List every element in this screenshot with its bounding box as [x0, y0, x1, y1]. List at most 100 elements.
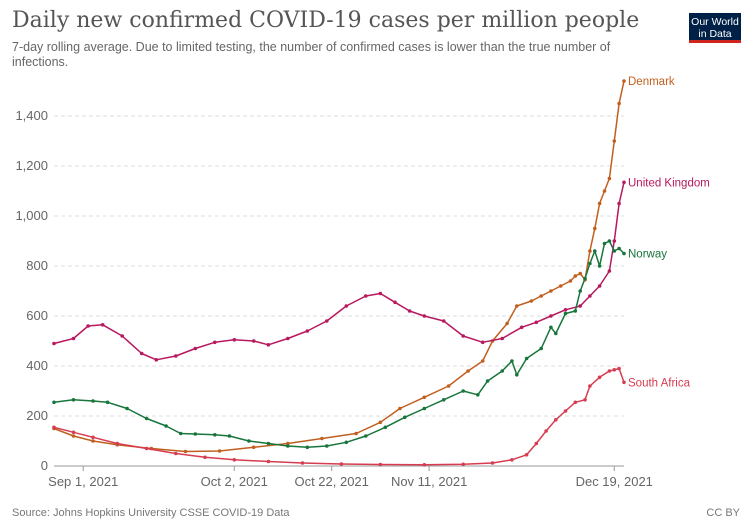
data-point[interactable] [597, 375, 602, 380]
series-line-united-kingdom[interactable] [53, 182, 625, 361]
series-line-south-africa[interactable] [53, 367, 625, 466]
data-point[interactable] [612, 239, 617, 243]
data-point[interactable] [251, 339, 256, 343]
data-point[interactable] [510, 359, 514, 363]
data-point[interactable] [534, 320, 539, 325]
data-point[interactable] [174, 354, 178, 358]
data-point[interactable] [344, 304, 349, 308]
data-point[interactable] [524, 453, 529, 457]
data-point[interactable] [213, 340, 217, 345]
data-point[interactable] [461, 334, 466, 338]
data-point[interactable] [286, 444, 290, 448]
data-point[interactable] [403, 415, 407, 420]
data-point[interactable] [193, 432, 198, 436]
data-point[interactable] [100, 323, 105, 327]
data-point[interactable] [461, 462, 466, 467]
data-point[interactable] [578, 271, 582, 276]
data-point[interactable] [490, 461, 495, 465]
data-point[interactable] [602, 189, 607, 193]
data-point[interactable] [519, 325, 524, 330]
data-point[interactable] [485, 379, 490, 383]
data-point[interactable] [554, 418, 558, 422]
data-point[interactable] [588, 249, 592, 253]
data-point[interactable] [213, 433, 217, 437]
data-point[interactable] [217, 449, 222, 453]
data-point[interactable] [422, 406, 427, 411]
data-point[interactable] [588, 261, 592, 266]
data-point[interactable] [139, 351, 144, 356]
data-point[interactable] [441, 398, 446, 402]
data-point[interactable] [622, 380, 626, 385]
data-point[interactable] [607, 176, 612, 181]
data-point[interactable] [573, 274, 578, 278]
data-point[interactable] [71, 336, 76, 341]
data-point[interactable] [480, 340, 485, 345]
data-point[interactable] [266, 343, 271, 347]
data-point[interactable] [383, 425, 388, 430]
data-point[interactable] [364, 294, 368, 298]
data-point[interactable] [407, 309, 412, 313]
data-point[interactable] [91, 435, 95, 440]
data-point[interactable] [578, 289, 582, 293]
data-point[interactable] [305, 329, 310, 333]
data-point[interactable] [617, 201, 621, 206]
data-point[interactable] [597, 201, 602, 206]
data-point[interactable] [500, 369, 505, 373]
data-point[interactable] [617, 101, 621, 106]
data-point[interactable] [286, 336, 290, 341]
data-point[interactable] [612, 139, 617, 143]
data-point[interactable] [266, 459, 271, 464]
data-point[interactable] [125, 406, 129, 411]
data-point[interactable] [524, 356, 529, 361]
data-point[interactable] [563, 308, 568, 312]
data-point[interactable] [602, 241, 607, 246]
data-point[interactable] [476, 393, 480, 397]
data-point[interactable] [91, 399, 95, 403]
data-point[interactable] [422, 463, 427, 467]
data-point[interactable] [178, 431, 183, 436]
data-point[interactable] [563, 311, 568, 316]
data-point[interactable] [461, 389, 466, 393]
data-point[interactable] [549, 325, 553, 330]
data-point[interactable] [446, 384, 451, 388]
data-point[interactable] [549, 289, 553, 293]
data-point[interactable] [247, 439, 251, 443]
data-point[interactable] [354, 431, 358, 436]
data-point[interactable] [515, 373, 519, 377]
data-point[interactable] [227, 434, 232, 438]
data-point[interactable] [558, 284, 563, 288]
data-point[interactable] [320, 436, 324, 441]
data-point[interactable] [71, 398, 76, 402]
data-point[interactable] [544, 429, 548, 433]
data-point[interactable] [529, 299, 534, 303]
data-point[interactable] [612, 249, 617, 253]
data-point[interactable] [71, 430, 76, 435]
data-point[interactable] [305, 445, 310, 450]
data-point[interactable] [466, 369, 470, 373]
data-point[interactable] [378, 420, 383, 425]
data-point[interactable] [573, 400, 578, 405]
data-point[interactable] [422, 395, 427, 400]
data-point[interactable] [622, 79, 626, 83]
data-point[interactable] [441, 319, 446, 323]
data-point[interactable] [266, 441, 271, 446]
data-point[interactable] [583, 276, 587, 281]
data-point[interactable] [505, 321, 509, 326]
series-line-norway[interactable] [53, 240, 625, 449]
data-point[interactable] [607, 269, 612, 273]
data-point[interactable] [52, 425, 56, 430]
data-point[interactable] [120, 334, 124, 338]
series-label-denmark[interactable]: Denmark [628, 76, 675, 88]
data-point[interactable] [232, 338, 237, 342]
data-point[interactable] [607, 239, 612, 243]
data-point[interactable] [193, 346, 198, 351]
data-point[interactable] [251, 445, 256, 450]
data-point[interactable] [325, 444, 329, 448]
data-point[interactable] [300, 461, 305, 465]
data-point[interactable] [398, 406, 402, 411]
data-point[interactable] [500, 336, 505, 341]
series-label-norway[interactable]: Norway [628, 249, 667, 261]
data-point[interactable] [588, 384, 592, 388]
series-label-united-kingdom[interactable]: United Kingdom [628, 177, 710, 189]
data-point[interactable] [105, 400, 110, 405]
